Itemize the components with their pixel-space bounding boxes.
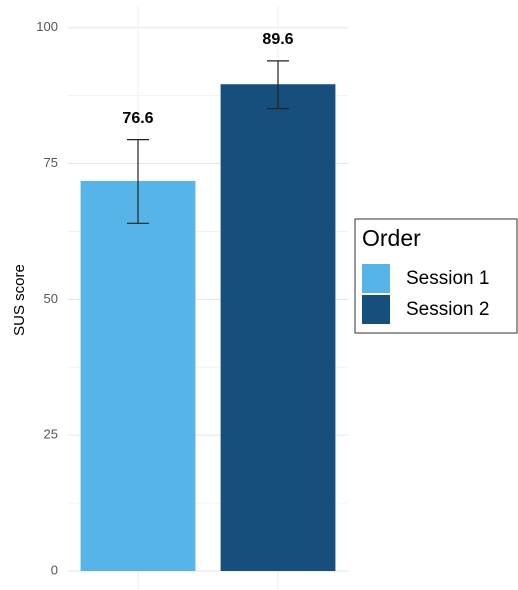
- bar: [220, 84, 336, 571]
- y-tick-label: 100: [36, 19, 58, 34]
- legend-label: Session 2: [406, 299, 489, 320]
- bar-annotation: 89.6: [262, 31, 293, 48]
- y-tick-label: 50: [44, 291, 58, 306]
- y-tick-label: 75: [44, 155, 58, 170]
- legend-swatch: [362, 295, 390, 324]
- y-axis-label: SUS score: [11, 264, 28, 336]
- bar: [80, 180, 196, 572]
- y-tick-label: 0: [51, 562, 58, 577]
- legend-label: Session 1: [406, 268, 489, 289]
- legend-swatch: [362, 264, 390, 293]
- y-tick-label: 25: [44, 427, 58, 442]
- bar-annotation: 76.6: [122, 110, 153, 127]
- legend-title: Order: [362, 225, 421, 251]
